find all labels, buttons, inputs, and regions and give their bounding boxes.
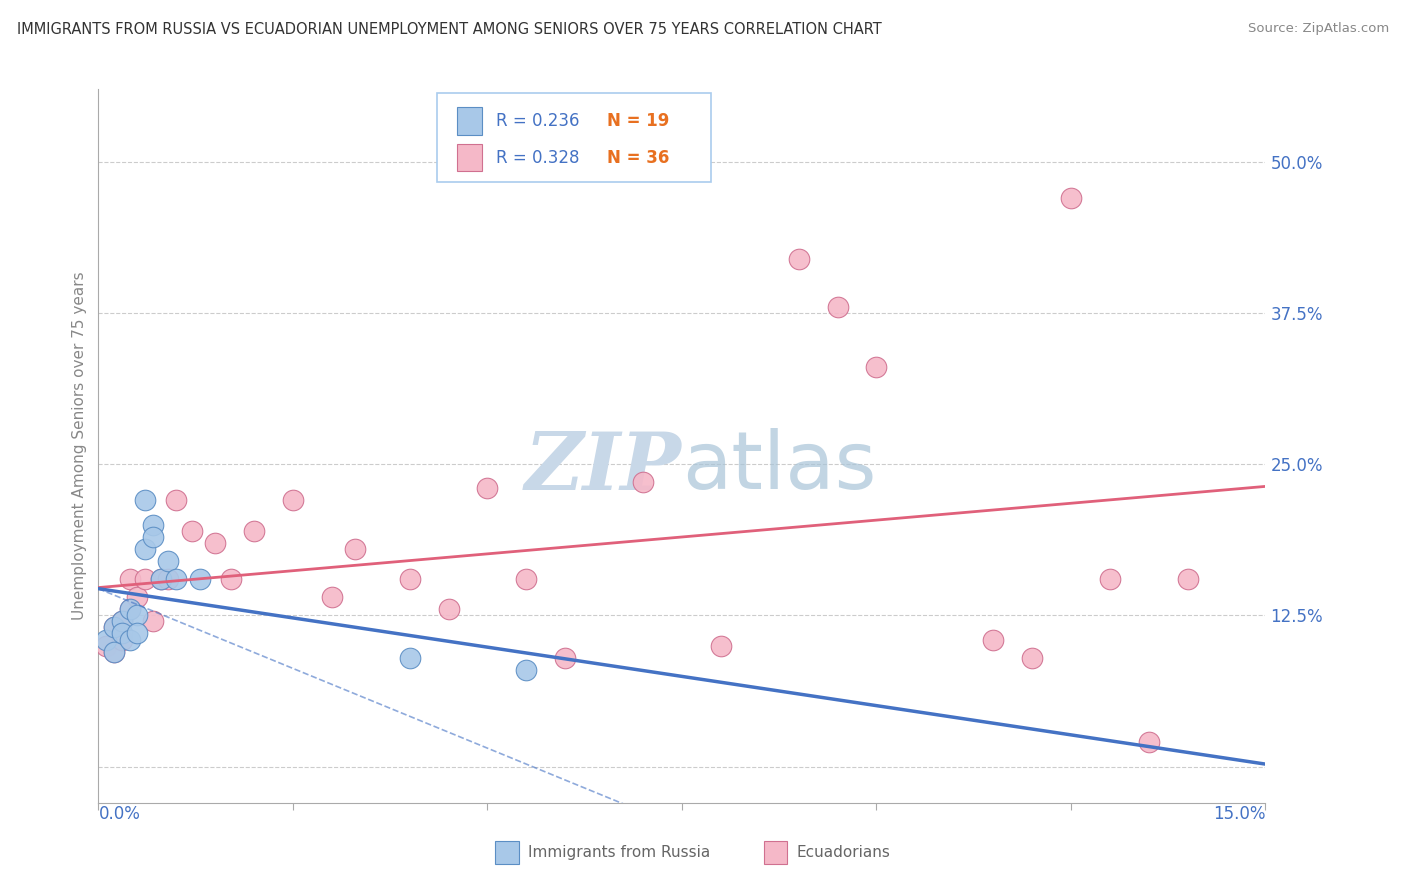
Point xyxy=(149,572,172,586)
Point xyxy=(157,572,180,586)
Point xyxy=(127,608,149,623)
FancyBboxPatch shape xyxy=(437,93,711,182)
Point xyxy=(142,517,165,532)
Point xyxy=(111,615,134,629)
Point xyxy=(243,524,266,538)
Point xyxy=(188,572,211,586)
Point xyxy=(1060,191,1083,205)
Point xyxy=(103,620,125,634)
Point xyxy=(1098,572,1121,586)
Point xyxy=(134,493,156,508)
Point xyxy=(710,639,733,653)
Point xyxy=(865,360,887,375)
Point xyxy=(981,632,1004,647)
Point xyxy=(111,632,134,647)
Point xyxy=(827,300,849,314)
Point xyxy=(787,252,810,266)
Point xyxy=(631,475,654,490)
Point xyxy=(134,572,156,586)
Point xyxy=(281,493,304,508)
Point xyxy=(180,524,202,538)
Bar xyxy=(495,841,519,864)
Text: Ecuadorians: Ecuadorians xyxy=(796,846,890,860)
Point xyxy=(149,572,172,586)
Text: R = 0.236: R = 0.236 xyxy=(496,112,579,130)
Point xyxy=(103,620,125,634)
Point xyxy=(398,650,420,665)
Text: 0.0%: 0.0% xyxy=(98,805,141,823)
Point xyxy=(554,650,576,665)
Point xyxy=(118,632,141,647)
Point xyxy=(321,590,343,604)
Point xyxy=(515,663,537,677)
Point xyxy=(219,572,242,586)
Text: atlas: atlas xyxy=(682,428,876,507)
Point xyxy=(96,632,118,647)
Bar xyxy=(763,841,787,864)
Y-axis label: Unemployment Among Seniors over 75 years: Unemployment Among Seniors over 75 years xyxy=(72,272,87,620)
Point xyxy=(437,602,460,616)
Point xyxy=(515,572,537,586)
Text: N = 19: N = 19 xyxy=(607,112,669,130)
Point xyxy=(165,572,187,586)
Text: IMMIGRANTS FROM RUSSIA VS ECUADORIAN UNEMPLOYMENT AMONG SENIORS OVER 75 YEARS CO: IMMIGRANTS FROM RUSSIA VS ECUADORIAN UNE… xyxy=(17,22,882,37)
Point xyxy=(103,645,125,659)
Point xyxy=(344,541,367,556)
Text: N = 36: N = 36 xyxy=(607,149,669,167)
Text: ZIP: ZIP xyxy=(524,429,682,506)
Point xyxy=(157,554,180,568)
Text: 15.0%: 15.0% xyxy=(1213,805,1265,823)
Point xyxy=(398,572,420,586)
Point xyxy=(1137,735,1160,749)
Point xyxy=(118,602,141,616)
Text: Immigrants from Russia: Immigrants from Russia xyxy=(527,846,710,860)
Point xyxy=(111,615,134,629)
Point xyxy=(103,645,125,659)
Point xyxy=(1177,572,1199,586)
Text: R = 0.328: R = 0.328 xyxy=(496,149,579,167)
Point xyxy=(142,615,165,629)
Point xyxy=(204,535,226,549)
Point xyxy=(127,590,149,604)
Point xyxy=(134,541,156,556)
Text: Source: ZipAtlas.com: Source: ZipAtlas.com xyxy=(1249,22,1389,36)
Point xyxy=(118,602,141,616)
Point xyxy=(96,639,118,653)
Point xyxy=(477,481,499,495)
Point xyxy=(165,493,187,508)
Point xyxy=(127,626,149,640)
Bar xyxy=(457,107,482,135)
Bar xyxy=(457,145,482,171)
Point xyxy=(1021,650,1043,665)
Point xyxy=(142,530,165,544)
Point xyxy=(118,572,141,586)
Point xyxy=(111,626,134,640)
